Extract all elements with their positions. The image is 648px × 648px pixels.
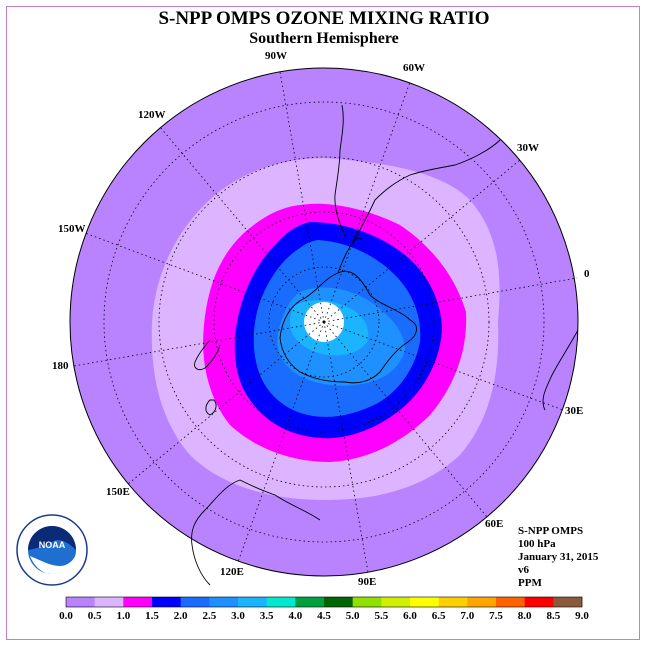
south-america-coast (334, 104, 501, 245)
colorbar-swatch-16 (524, 597, 554, 607)
colorbar-border (65, 596, 583, 608)
colorbar-swatch-15 (496, 597, 525, 607)
colorbar-swatch-12 (410, 597, 439, 607)
colorbar-label-17: 8.5 (546, 610, 560, 622)
lon-label-90w: 90W (265, 50, 287, 62)
info-version: v6 (518, 564, 529, 576)
info-instrument: S-NPP OMPS (518, 525, 584, 537)
noaa-logo: NOAA (16, 514, 88, 586)
colorbar-label-14: 7.0 (460, 610, 474, 622)
colorbar: 0.0 0.5 1.0 1.5 2.0 2.5 3.0 3.5 4.0 4.5 5.0 5.5 6.0 6… (59, 596, 589, 622)
africa-coast (542, 329, 579, 411)
antarctica-coast (279, 270, 417, 384)
colorbar-label-16: 8.0 (518, 610, 532, 622)
noaa-logo-text: NOAA (39, 540, 66, 550)
info-level: 100 hPa (518, 538, 556, 550)
colorbar-swatch-13 (438, 597, 468, 607)
colorbar-swatch-6 (238, 597, 267, 607)
colorbar-swatch-10 (352, 597, 382, 607)
new-zealand-coast (194, 339, 221, 371)
colorbar-swatch-7 (266, 597, 296, 607)
colorbar-swatch-17 (553, 597, 583, 607)
colorbar-label-15: 7.5 (489, 610, 503, 622)
lon-label-30w: 30W (517, 142, 539, 154)
colorbar-label-18: 9.0 (575, 610, 589, 622)
colorbar-label-11: 5.5 (374, 610, 388, 622)
colorbar-swatch-9 (324, 597, 353, 607)
colorbar-label-12: 6.0 (403, 610, 417, 622)
south-pole-marker (322, 320, 326, 324)
lon-label-150w: 150W (58, 223, 86, 235)
colorbar-label-0: 0.0 (59, 610, 73, 622)
lon-label-180: 180 (52, 360, 69, 372)
lon-label-30e: 30E (565, 405, 584, 417)
colorbar-swatch-4 (180, 597, 210, 607)
colorbar-label-8: 4.0 (288, 610, 302, 622)
colorbar-label-13: 6.5 (432, 610, 446, 622)
lon-label-150e: 150E (106, 486, 130, 498)
colorbar-label-4: 2.0 (174, 610, 188, 622)
colorbar-label-7: 3.5 (260, 610, 274, 622)
map-title: S-NPP OMPS OZONE MIXING RATIO (158, 8, 490, 29)
tasmania-coast (205, 399, 217, 416)
colorbar-label-6: 3.0 (231, 610, 245, 622)
colorbar-label-3: 1.5 (145, 610, 159, 622)
lon-label-0: 0 (584, 268, 590, 280)
colorbar-label-10: 5.0 (346, 610, 360, 622)
colorbar-swatch-0 (66, 597, 95, 607)
colorbar-label-9: 4.5 (317, 610, 331, 622)
colorbar-swatch-8 (295, 597, 325, 607)
colorbar-swatch-5 (209, 597, 239, 607)
figure-frame (6, 6, 640, 640)
australia-coast (191, 479, 321, 586)
info-date: January 31, 2015 (518, 551, 599, 563)
colorbar-label-2: 1.0 (116, 610, 130, 622)
map-subtitle: Southern Hemisphere (249, 30, 399, 47)
colorbar-swatch-11 (381, 597, 411, 607)
info-units: PPM (518, 577, 542, 589)
colorbar-swatch-1 (94, 597, 124, 607)
lon-label-60e: 60E (485, 518, 504, 530)
colorbar-label-1: 0.5 (88, 610, 102, 622)
colorbar-swatch-14 (467, 597, 497, 607)
colorbar-swatch-2 (123, 597, 153, 607)
meridian-lines (73, 71, 578, 573)
coastlines (191, 104, 579, 586)
colorbar-label-5: 2.5 (202, 610, 216, 622)
colorbar-swatch-3 (152, 597, 181, 607)
lon-label-60w: 60W (403, 62, 425, 74)
lon-label-90e: 90E (358, 576, 377, 588)
lon-label-120e: 120E (220, 566, 244, 578)
map-boundary (69, 67, 579, 577)
latitude-circles (103, 101, 545, 543)
lon-label-120w: 120W (138, 109, 166, 121)
product-info: S-NPP OMPS 100 hPa January 31, 2015 v6 P… (518, 525, 598, 590)
